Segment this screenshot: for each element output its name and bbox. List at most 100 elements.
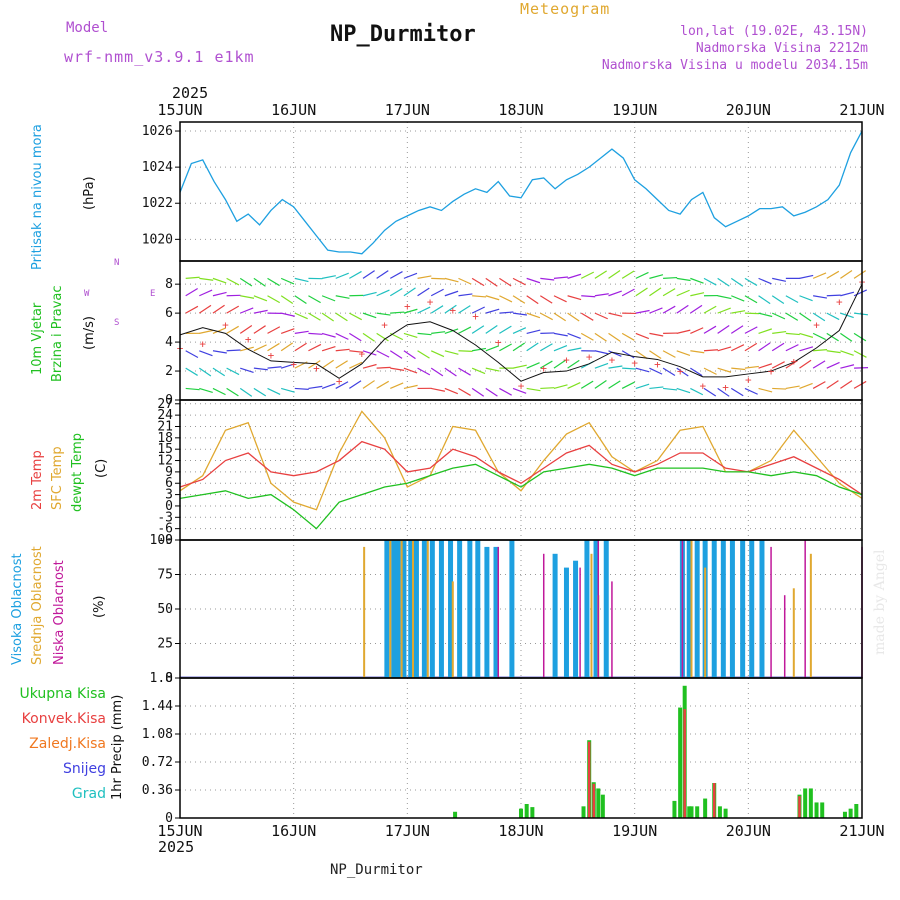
- ytick-label-cloud: 0: [165, 671, 173, 686]
- wind-arrow: [853, 332, 867, 342]
- precip-bar-0: [814, 802, 819, 818]
- wind-arrow: [458, 277, 472, 285]
- wind-gust-marker: +: [540, 362, 547, 375]
- cloud-bar-0: [429, 540, 435, 678]
- wind-arrow: [417, 350, 430, 359]
- precip-bar-0: [581, 806, 586, 818]
- precip-bar-0: [723, 808, 728, 818]
- wind-arrow: [349, 332, 362, 342]
- ytick-label-temperature: 0: [165, 499, 173, 514]
- wind-arrow: [458, 293, 473, 297]
- cloud-bar-2: [681, 540, 684, 678]
- wind-arrow: [826, 361, 840, 369]
- ytick-label-wind: 8: [165, 277, 173, 292]
- wind-arrow: [444, 387, 459, 395]
- wind-gust-marker: +: [768, 365, 775, 378]
- precip-bar-0: [600, 794, 605, 818]
- legend-snow: Snijeg: [62, 761, 106, 777]
- wind-arrow: [635, 350, 648, 360]
- wind-arrow: [444, 304, 457, 314]
- ytick-label-temperature: -9: [157, 533, 173, 548]
- wind-arrow: [608, 350, 622, 357]
- wind-gust-marker: +: [222, 319, 229, 332]
- time-tick-bottom: 19JUN: [612, 822, 657, 840]
- wind-arrow: [471, 367, 486, 375]
- wind-arrow: [663, 276, 678, 279]
- wind-arrow: [608, 380, 621, 389]
- wind-arrow: [512, 342, 526, 352]
- wind-arrow: [717, 367, 732, 373]
- wind-arrow: [185, 387, 200, 391]
- precip-bar-0: [678, 707, 683, 818]
- wind-arrow: [281, 312, 295, 317]
- ytick-label-precip: 1.44: [142, 699, 173, 714]
- wind-arrow: [485, 367, 500, 372]
- cloud-bar-1: [809, 553, 812, 678]
- cloud-bar-0: [603, 540, 609, 678]
- ytick-label-precip: 0: [165, 811, 173, 826]
- wind-arrow: [212, 367, 226, 377]
- wind-arrow: [417, 287, 430, 297]
- wind-arrow: [321, 359, 334, 369]
- wind-arrow: [621, 270, 635, 279]
- cloud-bar-0: [573, 560, 579, 678]
- wind-gust-marker: +: [268, 349, 275, 362]
- wind-arrow: [280, 295, 294, 305]
- wind-arrow: [580, 332, 594, 341]
- pressure-unit: (hPa): [82, 176, 97, 210]
- wind-arrow: [771, 312, 786, 320]
- cloud-bar-0: [759, 540, 765, 678]
- wind-arrow: [799, 359, 812, 369]
- wind-gust-marker: +: [745, 374, 752, 387]
- wind-arrow: [417, 306, 431, 314]
- cloud-bar-0: [413, 540, 419, 678]
- wind-arrow: [812, 381, 826, 389]
- cloud-bar-2: [783, 595, 786, 678]
- wind-arrow: [771, 342, 785, 352]
- cloud-bar-0: [408, 540, 414, 678]
- wind-label-1: 10m Vjetar: [30, 302, 45, 375]
- wind-arrow: [635, 332, 650, 340]
- wind-arrow: [772, 387, 787, 390]
- wind-arrow: [185, 305, 199, 314]
- ytick-label-pressure: 1026: [142, 124, 173, 139]
- wind-arrow: [731, 295, 745, 302]
- wind-arrow: [185, 367, 198, 376]
- wind-arrow: [444, 350, 459, 355]
- cloud-label-2: Srednja Oblacnost: [30, 546, 45, 665]
- product-title: Meteogram: [520, 0, 611, 18]
- wind-arrow: [431, 387, 446, 392]
- wind-arrow: [362, 380, 375, 389]
- wind-arrow: [485, 387, 498, 397]
- wind-arrow: [703, 349, 719, 352]
- wind-arrow: [253, 295, 268, 302]
- wind-arrow: [635, 367, 650, 373]
- precip-bar-1: [798, 796, 801, 818]
- wind-arrow: [567, 332, 581, 340]
- ytick-label-cloud: 25: [157, 637, 173, 652]
- wind-gust-marker: +: [336, 375, 343, 388]
- wind-arrow: [703, 277, 717, 286]
- wind-arrow: [690, 367, 703, 377]
- wind-arrow: [499, 295, 513, 303]
- wind-arrow: [676, 289, 690, 297]
- wind-arrow: [389, 288, 403, 297]
- wind-arrow: [199, 277, 214, 281]
- wind-arrow: [635, 287, 648, 297]
- precip-bar-0: [854, 804, 859, 818]
- wind-gust-marker: +: [404, 300, 411, 313]
- wind-arrow: [267, 277, 280, 287]
- wind-arrow: [840, 380, 853, 389]
- wind-arrow: [567, 312, 580, 322]
- wind-arrow: [403, 272, 418, 279]
- wind-arrow: [485, 277, 498, 287]
- wind-arrow: [649, 386, 664, 390]
- wind-arrow: [758, 312, 773, 318]
- wind-arrow: [717, 346, 732, 352]
- wind-arrow: [649, 367, 663, 375]
- precip-bar-1: [683, 709, 686, 818]
- wind-arrow: [335, 272, 349, 279]
- wind-arrow: [389, 350, 403, 359]
- cloud-bar-0: [729, 540, 735, 678]
- wind-arrow: [594, 293, 609, 297]
